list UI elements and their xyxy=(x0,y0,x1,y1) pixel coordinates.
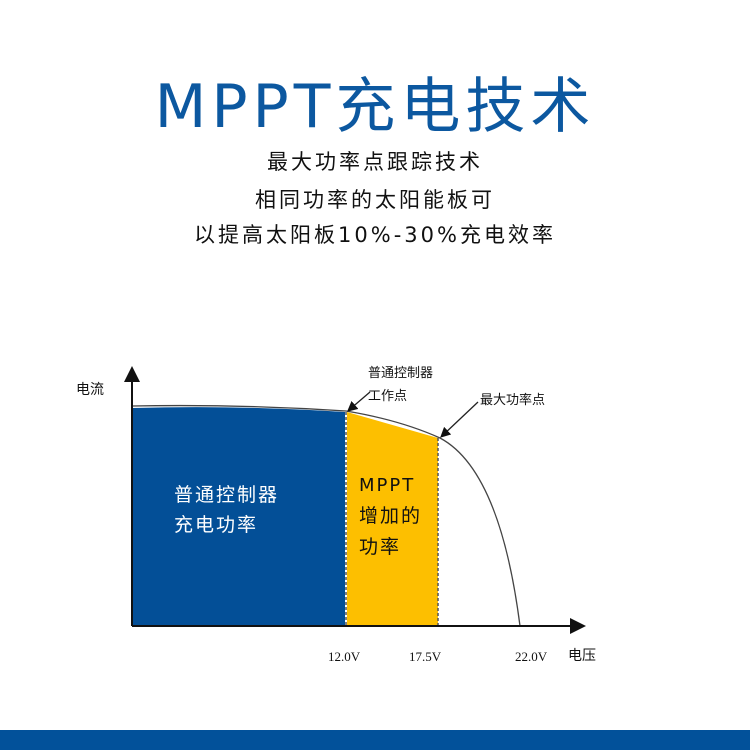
mppt-region-label-3: 功率 xyxy=(359,536,401,558)
operating-point-arrow xyxy=(347,391,371,412)
subtitle-line-2: 相同功率的太阳能板可 xyxy=(255,188,495,212)
normal-region-label-1: 普通控制器 xyxy=(174,484,279,506)
operating-point-label-2: 工作点 xyxy=(368,389,407,404)
footer-bar xyxy=(0,730,750,750)
x-tick-17v: 17.5V xyxy=(409,649,442,664)
page-title: MPPT充电技术 xyxy=(154,72,596,142)
normal-power-region xyxy=(132,407,345,626)
max-power-arrow xyxy=(440,401,479,438)
normal-region-label-2: 充电功率 xyxy=(174,514,258,536)
max-power-label: 最大功率点 xyxy=(480,392,545,408)
subtitle-line-1: 最大功率点跟踪技术 xyxy=(267,150,483,174)
mppt-region-label-2: 增加的 xyxy=(359,505,422,527)
operating-point-label-1: 普通控制器 xyxy=(368,366,433,381)
subtitle-line-3: 以提高太阳板10%-30%充电效率 xyxy=(194,223,556,247)
iv-curve xyxy=(131,404,521,627)
mppt-region-label-1: MPPT xyxy=(359,475,415,496)
x-tick-12v: 12.0V xyxy=(328,649,361,664)
y-axis-label: 电流 xyxy=(76,382,104,398)
x-tick-22v: 22.0V xyxy=(515,649,548,664)
x-axis-label: 电压 xyxy=(568,648,596,664)
mppt-power-region xyxy=(347,412,438,626)
